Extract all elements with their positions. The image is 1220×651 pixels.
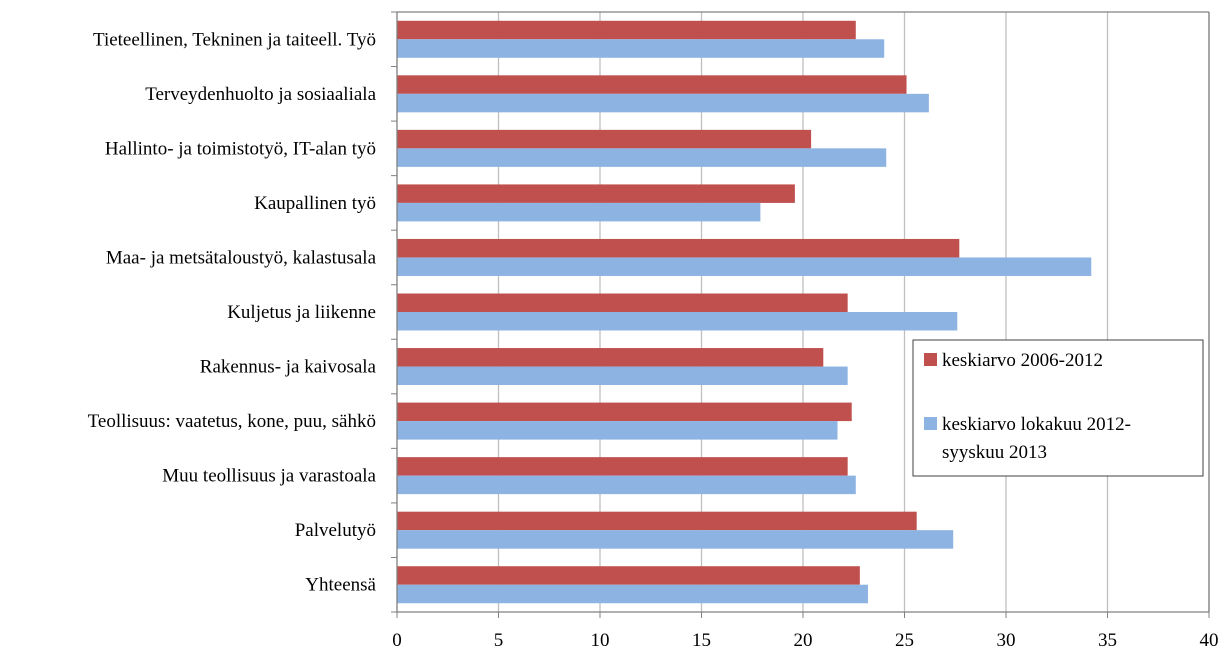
x-tick-label: 15 xyxy=(692,630,711,651)
category-labels: Tieteellinen, Tekninen ja taiteell. Työ T… xyxy=(88,29,377,595)
bar-series-2 xyxy=(397,148,887,167)
category-label: Muu teollisuus ja varastoala xyxy=(162,466,376,487)
legend-swatch-2 xyxy=(924,417,937,430)
bars xyxy=(397,20,1092,604)
category-label: Teollisuus: vaatetus, kone, puu, sähkö xyxy=(88,411,376,432)
category-label: Rakennus- ja kaivosala xyxy=(200,357,377,378)
x-tick-label: 35 xyxy=(1098,630,1117,651)
tick-labels: 0 5 10 15 20 25 30 35 40 xyxy=(392,630,1218,651)
x-tick-label: 20 xyxy=(794,630,813,651)
category-label: Palvelutyö xyxy=(295,520,376,541)
bar-series-1 xyxy=(397,184,795,203)
category-label: Terveydenhuolto ja sosiaaliala xyxy=(145,84,376,105)
bar-series-1 xyxy=(397,511,917,531)
bar-series-1 xyxy=(397,566,860,585)
legend-label-1: keskiarvo 2006-2012 xyxy=(942,350,1103,371)
legend-swatch-1 xyxy=(924,353,937,366)
bar-series-1 xyxy=(397,129,812,149)
bar-series-2 xyxy=(397,475,856,495)
bar-series-2 xyxy=(397,530,954,549)
category-label: Hallinto- ja toimistotyö, IT-alan työ xyxy=(105,138,376,159)
bar-series-1 xyxy=(397,75,907,94)
bar-series-2 xyxy=(397,93,929,113)
x-tick-label: 0 xyxy=(392,630,402,651)
legend: keskiarvo 2006-2012 keskiarvo lokakuu 201… xyxy=(912,339,1204,477)
bar-series-1 xyxy=(397,457,848,476)
legend-label-2: keskiarvo lokakuu 2012- xyxy=(942,414,1131,435)
bar-series-2 xyxy=(397,312,958,331)
bar-series-1 xyxy=(397,348,824,367)
legend-box xyxy=(912,339,1204,477)
category-label: Maa- ja metsätaloustyö, kalastusala xyxy=(106,247,377,268)
bar-series-2 xyxy=(397,257,1092,276)
x-tick-label: 30 xyxy=(997,630,1016,651)
bar-series-1 xyxy=(397,293,848,312)
x-tick-label: 40 xyxy=(1200,630,1219,651)
x-tick-label: 5 xyxy=(494,630,504,651)
legend-label-2: syyskuu 2013 xyxy=(942,442,1047,463)
bar-series-2 xyxy=(397,421,838,440)
category-label: Kaupallinen työ xyxy=(254,193,376,214)
axes xyxy=(391,11,1210,618)
x-tick-label: 10 xyxy=(591,630,610,651)
bar-series-2 xyxy=(397,39,885,58)
bar-series-2 xyxy=(397,202,761,222)
x-tick-label: 25 xyxy=(895,630,914,651)
bar-series-2 xyxy=(397,584,868,604)
bar-series-1 xyxy=(397,402,852,422)
bar-series-1 xyxy=(397,20,856,40)
category-label: Yhteensä xyxy=(305,575,376,596)
category-label: Kuljetus ja liikenne xyxy=(227,302,376,323)
bar-series-2 xyxy=(397,366,848,386)
bar-series-1 xyxy=(397,238,960,258)
category-label: Tieteellinen, Tekninen ja taiteell. Työ xyxy=(93,29,376,50)
